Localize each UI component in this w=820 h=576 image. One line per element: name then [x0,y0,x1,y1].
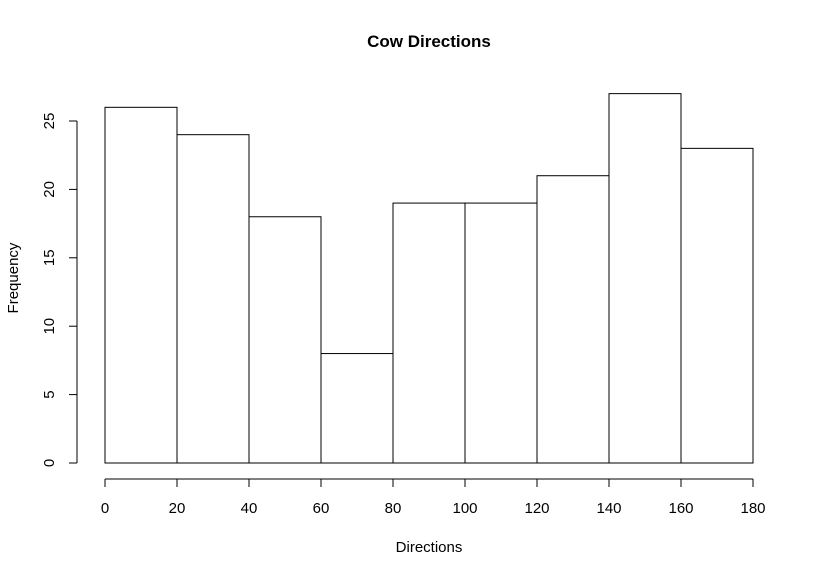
x-tick-label: 100 [452,500,477,517]
histogram-bar-3 [320,353,394,464]
x-tick-label: 20 [169,500,186,517]
histogram-bar-1 [176,134,250,464]
histogram-bar-8 [680,147,754,464]
histogram-bar-5 [464,202,538,464]
x-tick-label: 160 [668,500,693,517]
x-tick-label: 180 [740,500,765,517]
bars-group [104,93,754,464]
y-tick-label: 25 [41,113,58,130]
y-tick-label: 0 [41,459,58,467]
histogram-bar-2 [248,216,322,464]
x-tick-label: 0 [101,500,109,517]
histogram-bar-4 [392,202,466,464]
chart-title: Cow Directions [367,32,491,51]
y-tick-label: 10 [41,318,58,335]
y-tick-label: 20 [41,181,58,198]
y-tick-label: 5 [41,390,58,398]
x-tick-label: 80 [385,500,402,517]
histogram-bar-6 [536,175,610,464]
x-tick-label: 140 [596,500,621,517]
histogram-bar-0 [104,106,178,464]
x-tick-label: 40 [241,500,258,517]
y-axis-label: Frequency [5,242,22,313]
x-tick-label: 60 [313,500,330,517]
histogram-bar-7 [608,93,682,464]
x-axis: 0 20 40 60 80 100 120 140 160 180 [101,478,766,517]
y-axis: 0 5 10 15 20 25 [41,113,78,467]
x-axis-label: Directions [396,539,463,556]
x-tick-label: 120 [524,500,549,517]
y-tick-label: 15 [41,249,58,266]
